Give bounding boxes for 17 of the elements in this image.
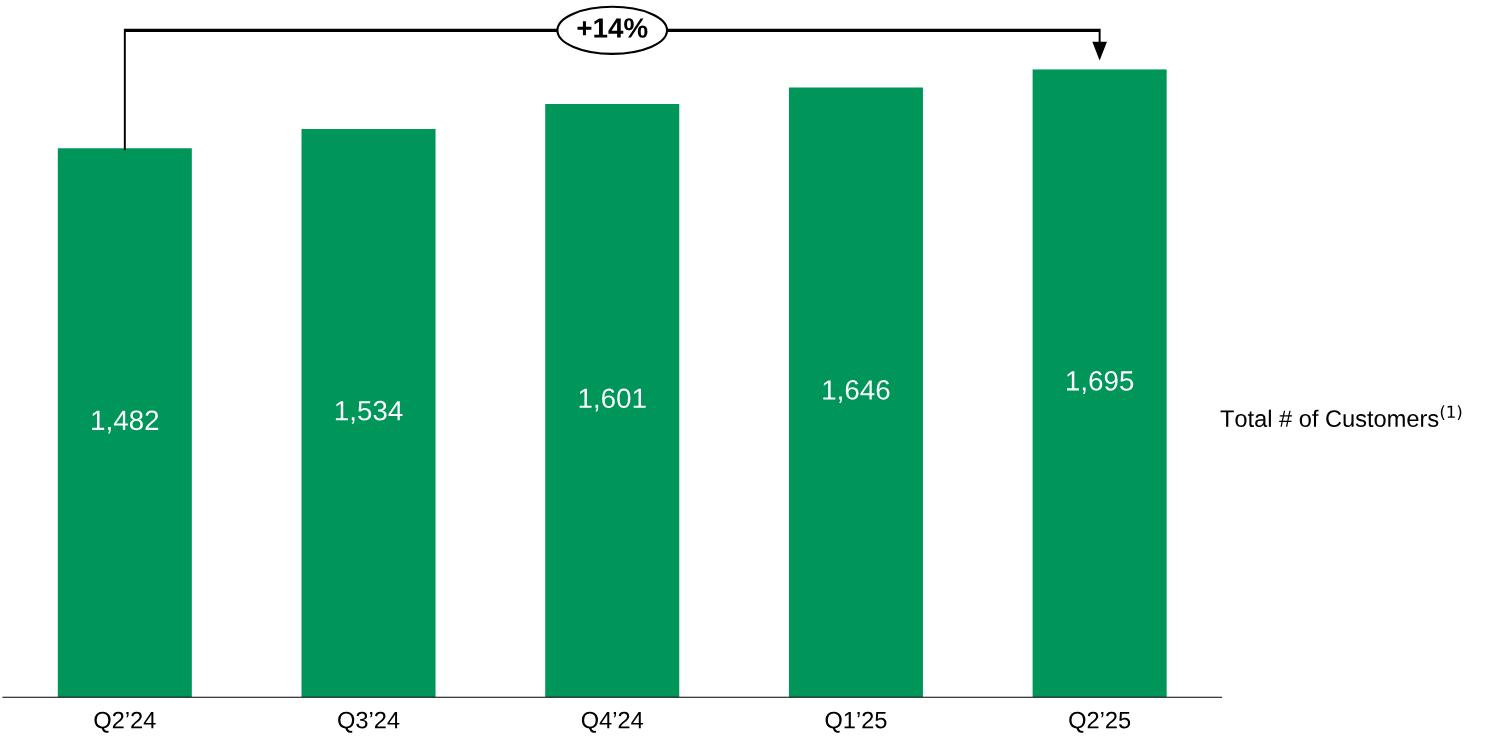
data-label: 1,695 [1067,371,1134,394]
data-label: 1,482 [92,410,159,434]
bar [545,104,680,698]
annotation: Total # of Customers$^{(1)}$ [1220,405,1462,428]
data-label: 1,646 [823,380,890,404]
data-label: 1,534 [335,400,403,424]
data-label: 1,601 [579,388,646,412]
bar [57,148,192,698]
x-tick-label: Q1’25 [825,711,887,733]
x-tick-label: Q2’25 [1069,711,1131,733]
x-tick-label: Q4’24 [581,711,644,733]
x-tick-label: Q2’24 [94,711,156,733]
bar [301,128,436,698]
x-tick-label: Q3’24 [338,711,400,733]
bar [788,87,923,698]
bar [1032,69,1167,698]
text: +14% [577,18,648,38]
